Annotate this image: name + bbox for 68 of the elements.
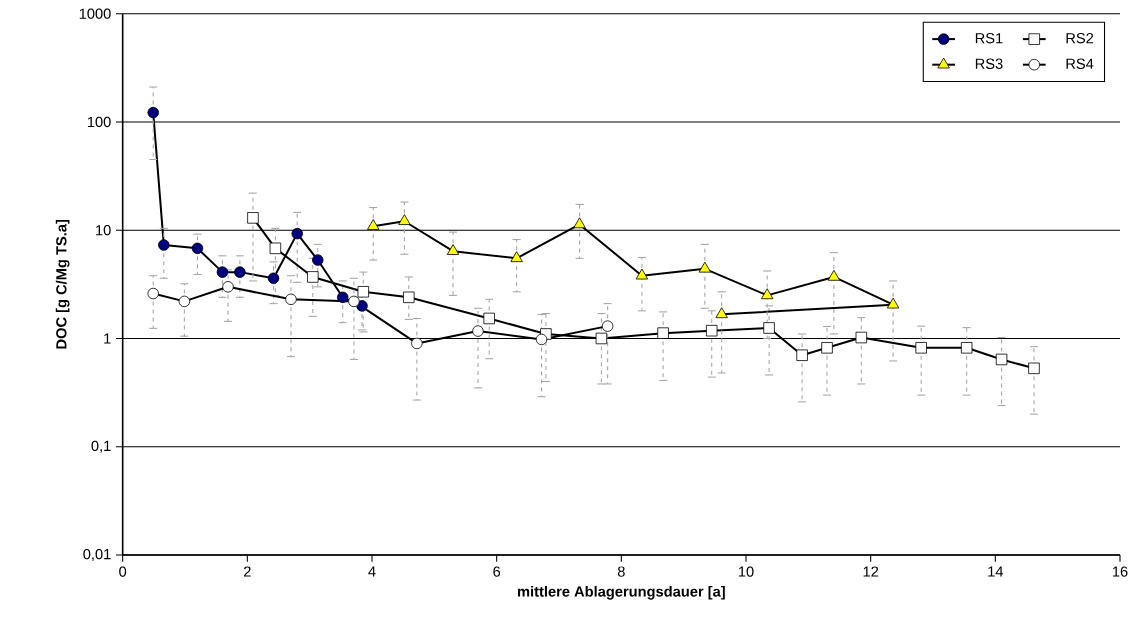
point	[698, 261, 712, 273]
point	[356, 300, 368, 312]
point	[796, 349, 808, 361]
point	[234, 266, 246, 278]
point	[312, 254, 324, 266]
y-tick-label: 100	[87, 116, 111, 128]
point	[247, 212, 259, 224]
point	[269, 242, 282, 255]
point	[403, 291, 415, 304]
point	[1028, 362, 1040, 375]
point	[855, 331, 868, 344]
point	[348, 295, 360, 308]
legend-label: RS3	[975, 58, 1003, 69]
point	[147, 287, 159, 300]
point	[995, 353, 1008, 366]
point	[601, 320, 614, 332]
x-tick-label: 0	[119, 566, 127, 577]
y-axis-title: DOC [g C/Mg TS.a]	[55, 219, 70, 349]
point	[472, 325, 484, 337]
point	[178, 295, 191, 308]
point	[595, 332, 608, 345]
point	[960, 342, 973, 354]
x-axis-title: mittlere Ablagerungsdauer [a]	[517, 585, 725, 600]
x-tick-label: 16	[1112, 566, 1128, 577]
point	[307, 271, 319, 283]
y-tick-label: 1000	[79, 8, 111, 19]
point	[573, 217, 586, 229]
point	[915, 342, 927, 354]
point	[158, 239, 170, 251]
x-tick-label: 14	[988, 566, 1004, 577]
point	[510, 251, 523, 263]
point	[763, 322, 775, 334]
point	[821, 342, 833, 354]
legend-label: RS2	[1066, 33, 1094, 44]
point	[267, 272, 280, 284]
point	[147, 106, 159, 119]
point	[657, 327, 669, 339]
y-tick-label: 1	[104, 333, 111, 344]
point	[411, 337, 423, 350]
x-tick-label: 2	[243, 566, 251, 577]
x-tick-label: 8	[617, 566, 625, 577]
point	[635, 268, 649, 280]
point	[483, 312, 495, 325]
point	[715, 307, 728, 319]
x-tick-label: 6	[493, 566, 501, 577]
point	[291, 227, 303, 240]
point	[535, 333, 548, 346]
y-tick-label: 10	[96, 225, 111, 236]
point	[357, 286, 370, 298]
point	[222, 281, 234, 293]
x-tick-label: 4	[368, 566, 376, 577]
point	[398, 214, 411, 225]
point	[336, 291, 349, 304]
point	[886, 297, 900, 309]
point	[705, 324, 718, 337]
point	[761, 288, 774, 300]
x-tick-label: 12	[863, 566, 879, 577]
legend-label: RS1	[975, 33, 1003, 44]
point	[191, 242, 204, 255]
point	[446, 244, 460, 255]
y-tick-label: 0,1	[91, 440, 111, 453]
point	[367, 219, 380, 230]
point	[216, 266, 229, 278]
point	[827, 269, 841, 281]
x-tick-label: 10	[738, 566, 754, 577]
legend-label: RS4	[1066, 58, 1094, 69]
point	[285, 293, 297, 306]
y-tick-label: 0,01	[83, 548, 111, 562]
